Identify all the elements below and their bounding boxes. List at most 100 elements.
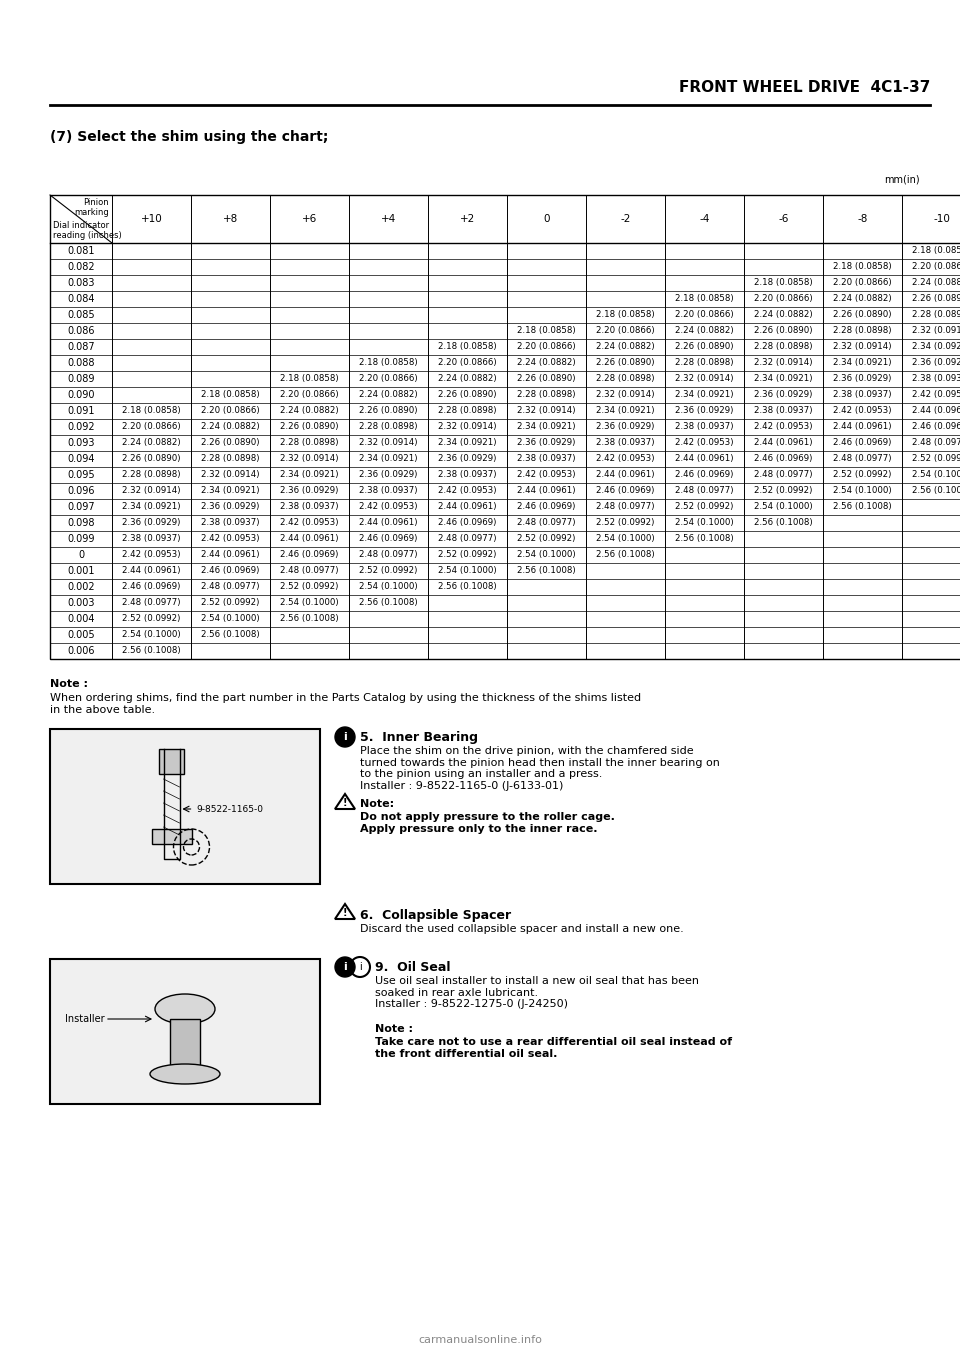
Text: 2.28 (0.0898): 2.28 (0.0898) (359, 422, 418, 432)
Text: -8: -8 (857, 215, 868, 224)
Text: 2.42 (0.0953): 2.42 (0.0953) (596, 455, 655, 463)
Text: 2.24 (0.0882): 2.24 (0.0882) (833, 295, 892, 303)
Text: 2.48 (0.0977): 2.48 (0.0977) (202, 583, 260, 592)
Text: 2.56 (0.1008): 2.56 (0.1008) (122, 646, 180, 656)
Text: 2.26 (0.0890): 2.26 (0.0890) (122, 455, 180, 463)
Text: 2.18 (0.0858): 2.18 (0.0858) (675, 295, 733, 303)
Text: 2.24 (0.0882): 2.24 (0.0882) (122, 439, 180, 448)
Text: 2.36 (0.0929): 2.36 (0.0929) (280, 486, 339, 496)
Text: 2.38 (0.0937): 2.38 (0.0937) (439, 470, 496, 479)
Text: 2.24 (0.0882): 2.24 (0.0882) (596, 342, 655, 352)
Text: Pinion
marking: Pinion marking (74, 198, 109, 217)
Text: 2.26 (0.0890): 2.26 (0.0890) (596, 359, 655, 368)
Bar (152, 828, 191, 845)
Text: 2.48 (0.0977): 2.48 (0.0977) (439, 535, 496, 543)
Text: +6: +6 (301, 215, 317, 224)
Text: 2.38 (0.0937): 2.38 (0.0937) (596, 439, 655, 448)
Text: 2.18 (0.0858): 2.18 (0.0858) (202, 391, 260, 399)
Text: 2.28 (0.0898): 2.28 (0.0898) (517, 391, 576, 399)
Text: Note:: Note: (360, 799, 395, 809)
Text: 2.48 (0.0977): 2.48 (0.0977) (517, 519, 576, 527)
Text: 0.082: 0.082 (67, 262, 95, 272)
Text: 0.001: 0.001 (67, 566, 95, 576)
Text: 2.32 (0.0914): 2.32 (0.0914) (202, 470, 260, 479)
Text: 2.36 (0.0929): 2.36 (0.0929) (359, 470, 418, 479)
Text: 2.54 (0.1000): 2.54 (0.1000) (912, 470, 960, 479)
Text: 2.18 (0.0858): 2.18 (0.0858) (438, 342, 497, 352)
Text: 2.44 (0.0961): 2.44 (0.0961) (755, 439, 813, 448)
Text: 0.088: 0.088 (67, 359, 95, 368)
Text: 0.096: 0.096 (67, 486, 95, 496)
Text: !: ! (343, 909, 348, 918)
Text: 2.18 (0.0858): 2.18 (0.0858) (833, 262, 892, 272)
Text: 0: 0 (543, 215, 550, 224)
Text: 6.  Collapsible Spacer: 6. Collapsible Spacer (360, 909, 511, 922)
Text: 0.097: 0.097 (67, 502, 95, 512)
Text: -2: -2 (620, 215, 631, 224)
Circle shape (335, 957, 355, 976)
Text: 2.18 (0.0858): 2.18 (0.0858) (596, 311, 655, 319)
Text: 0.005: 0.005 (67, 630, 95, 640)
Text: 2.54 (0.1000): 2.54 (0.1000) (675, 519, 733, 527)
Text: 2.46 (0.0969): 2.46 (0.0969) (596, 486, 655, 496)
Text: 2.20 (0.0866): 2.20 (0.0866) (202, 406, 260, 416)
Text: 2.20 (0.0866): 2.20 (0.0866) (122, 422, 180, 432)
Text: 2.54 (0.1000): 2.54 (0.1000) (833, 486, 892, 496)
Text: 2.28 (0.0898): 2.28 (0.0898) (833, 326, 892, 335)
Text: 2.46 (0.0969): 2.46 (0.0969) (439, 519, 496, 527)
Text: 2.48 (0.0977): 2.48 (0.0977) (122, 599, 180, 607)
Text: 2.26 (0.0890): 2.26 (0.0890) (517, 375, 576, 383)
Text: 2.44 (0.0961): 2.44 (0.0961) (202, 550, 260, 559)
Text: 2.54 (0.1000): 2.54 (0.1000) (596, 535, 655, 543)
Text: 2.28 (0.0898): 2.28 (0.0898) (912, 311, 960, 319)
Text: 2.48 (0.0977): 2.48 (0.0977) (359, 550, 418, 559)
Text: 2.38 (0.0937): 2.38 (0.0937) (202, 519, 260, 527)
Text: 2.46 (0.0969): 2.46 (0.0969) (122, 583, 180, 592)
Text: 2.24 (0.0882): 2.24 (0.0882) (359, 391, 418, 399)
Text: 2.52 (0.0992): 2.52 (0.0992) (122, 615, 180, 623)
Text: 2.26 (0.0890): 2.26 (0.0890) (439, 391, 496, 399)
Text: 0.098: 0.098 (67, 517, 95, 528)
Text: 2.44 (0.0961): 2.44 (0.0961) (122, 566, 180, 576)
Text: Do not apply pressure to the roller cage.: Do not apply pressure to the roller cage… (360, 812, 614, 822)
Text: 2.38 (0.0937): 2.38 (0.0937) (359, 486, 418, 496)
Text: 0.081: 0.081 (67, 246, 95, 257)
Text: 2.42 (0.0953): 2.42 (0.0953) (912, 391, 960, 399)
Text: 2.52 (0.0992): 2.52 (0.0992) (280, 583, 339, 592)
Text: 2.56 (0.1008): 2.56 (0.1008) (755, 519, 813, 527)
Text: When ordering shims, find the part number in the Parts Catalog by using the thic: When ordering shims, find the part numbe… (50, 693, 641, 703)
Text: 2.46 (0.0969): 2.46 (0.0969) (202, 566, 260, 576)
Text: 2.46 (0.0969): 2.46 (0.0969) (280, 550, 339, 559)
Text: 2.38 (0.0937): 2.38 (0.0937) (912, 375, 960, 383)
Text: -10: -10 (933, 215, 950, 224)
Text: 2.34 (0.0921): 2.34 (0.0921) (833, 359, 892, 368)
Text: 2.18 (0.0858): 2.18 (0.0858) (280, 375, 339, 383)
Text: 0.091: 0.091 (67, 406, 95, 416)
Text: 2.24 (0.0882): 2.24 (0.0882) (912, 278, 960, 288)
Text: 2.34 (0.0921): 2.34 (0.0921) (439, 439, 496, 448)
Text: 2.26 (0.0890): 2.26 (0.0890) (755, 326, 813, 335)
Text: 2.52 (0.0992): 2.52 (0.0992) (755, 486, 813, 496)
Text: 2.52 (0.0992): 2.52 (0.0992) (675, 502, 733, 512)
Text: 2.54 (0.1000): 2.54 (0.1000) (755, 502, 813, 512)
Text: 2.34 (0.0921): 2.34 (0.0921) (122, 502, 180, 512)
Text: 2.20 (0.0866): 2.20 (0.0866) (280, 391, 339, 399)
Text: 2.38 (0.0937): 2.38 (0.0937) (280, 502, 339, 512)
Text: 2.56 (0.1008): 2.56 (0.1008) (438, 583, 497, 592)
Text: 2.42 (0.0953): 2.42 (0.0953) (675, 439, 733, 448)
Text: Discard the used collapsible spacer and install a new one.: Discard the used collapsible spacer and … (360, 923, 684, 934)
Bar (159, 750, 184, 774)
Text: 2.52 (0.0992): 2.52 (0.0992) (202, 599, 260, 607)
Text: 2.44 (0.0961): 2.44 (0.0961) (359, 519, 418, 527)
Text: -4: -4 (699, 215, 709, 224)
Text: 2.34 (0.0921): 2.34 (0.0921) (280, 470, 339, 479)
Text: 5.  Inner Bearing: 5. Inner Bearing (360, 731, 478, 744)
Text: 0.002: 0.002 (67, 583, 95, 592)
Text: 2.24 (0.0882): 2.24 (0.0882) (517, 359, 576, 368)
Text: 2.56 (0.1008): 2.56 (0.1008) (202, 630, 260, 640)
Text: !: ! (343, 799, 348, 808)
Text: 0.084: 0.084 (67, 293, 95, 304)
Text: 0.086: 0.086 (67, 326, 95, 335)
Text: 2.52 (0.0992): 2.52 (0.0992) (439, 550, 496, 559)
Text: 2.36 (0.0929): 2.36 (0.0929) (833, 375, 892, 383)
